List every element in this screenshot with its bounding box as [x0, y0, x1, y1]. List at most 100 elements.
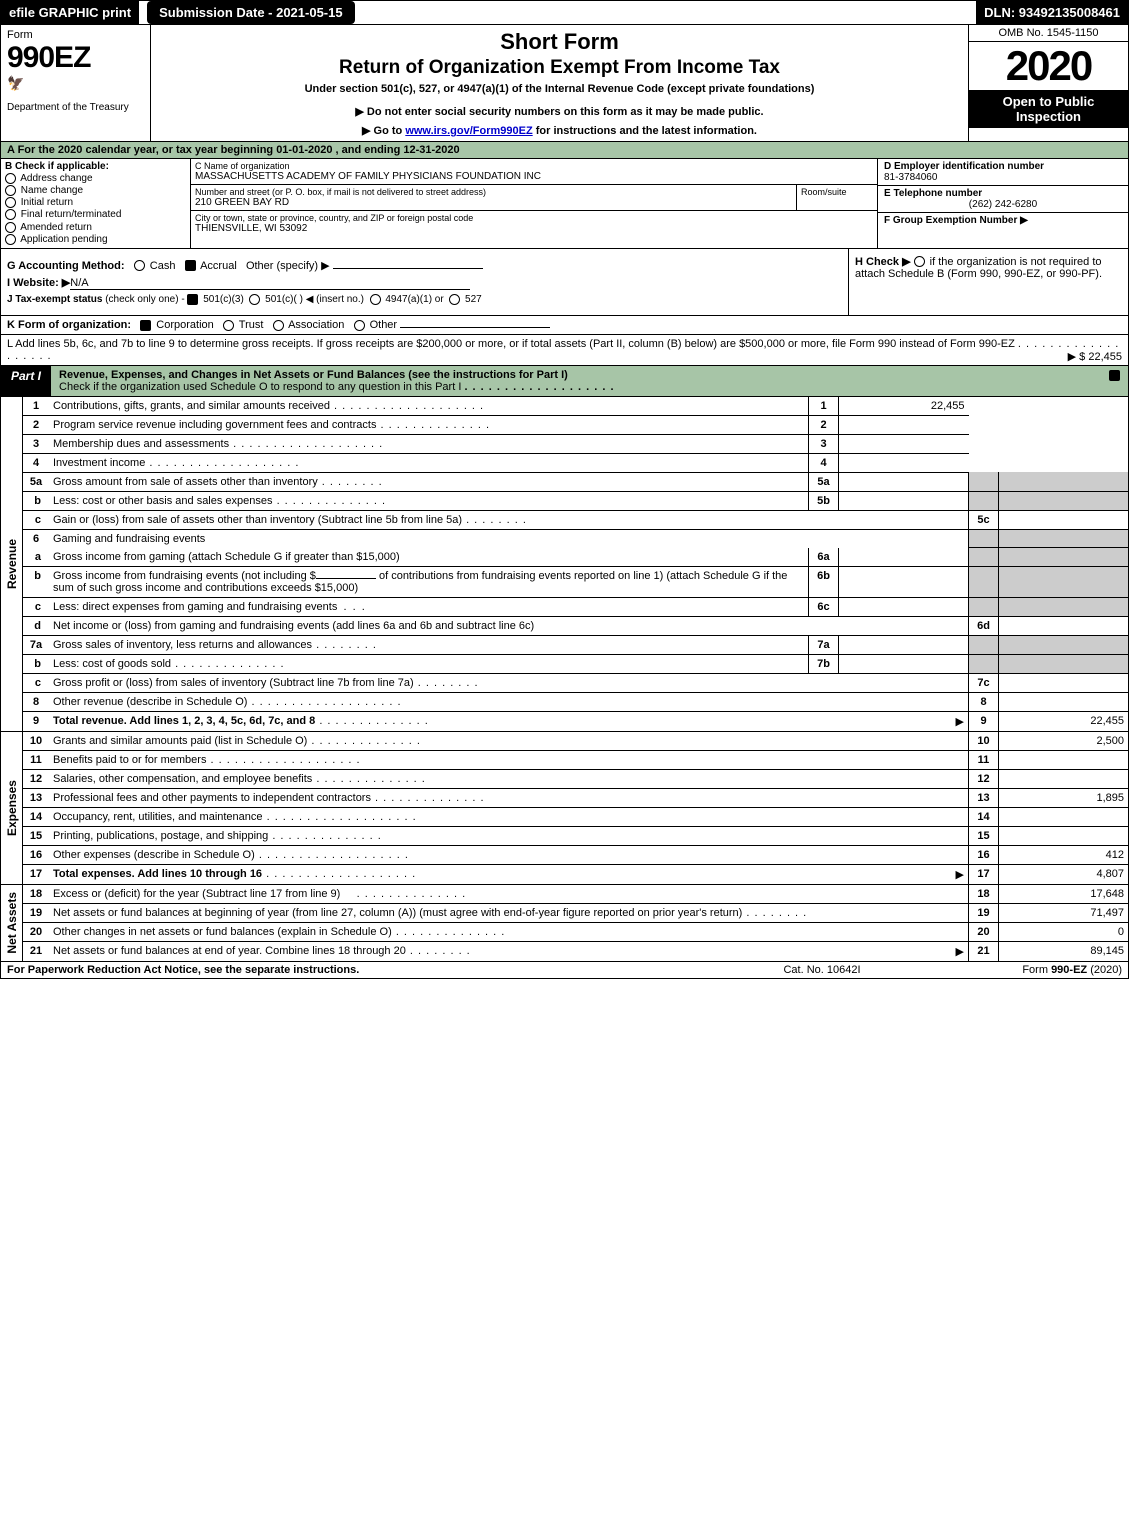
amt-18: 17,648 [999, 885, 1129, 904]
section-b: B Check if applicable: Address change Na… [1, 159, 191, 248]
addr-value: 210 GREEN BAY RD [195, 197, 792, 208]
row-a-period: A For the 2020 calendar year, or tax yea… [0, 142, 1129, 159]
chk-assoc[interactable] [273, 320, 284, 331]
city-value: THIENSVILLE, WI 53092 [195, 223, 873, 234]
note2-pre: ▶ Go to [362, 125, 405, 137]
title-return: Return of Organization Exempt From Incom… [155, 57, 964, 79]
other-org-input[interactable] [400, 327, 550, 328]
chk-initial[interactable]: Initial return [5, 197, 186, 208]
info-section: B Check if applicable: Address change Na… [0, 159, 1129, 249]
chk-trust[interactable] [223, 320, 234, 331]
chk-527[interactable] [449, 294, 460, 305]
footer-form: Form 990-EZ (2020) [922, 964, 1122, 976]
header-right: OMB No. 1545-1150 2020 Open to Public In… [968, 25, 1128, 141]
h-check: H Check ▶ [855, 256, 911, 268]
gji-left: G Accounting Method: Cash Accrual Other … [1, 249, 848, 315]
note-ssn: ▶ Do not enter social security numbers o… [155, 105, 964, 118]
line-l: L Add lines 5b, 6c, and 7b to line 9 to … [0, 335, 1129, 366]
part1-checkbox[interactable] [1103, 366, 1128, 396]
expenses-block: Expenses 10Grants and similar amounts pa… [0, 732, 1129, 885]
expenses-table: 10Grants and similar amounts paid (list … [23, 732, 1129, 885]
other-input[interactable] [333, 268, 483, 269]
org-name-cell: C Name of organization MASSACHUSETTS ACA… [191, 159, 877, 185]
part1-header: Part I Revenue, Expenses, and Changes in… [0, 366, 1129, 397]
note2-post: for instructions and the latest informat… [533, 125, 757, 137]
room-label: Room/suite [801, 187, 873, 197]
dept-label: Department of the Treasury [7, 102, 144, 113]
g-label: G Accounting Method: [7, 260, 125, 272]
amt-1: 22,455 [839, 397, 969, 416]
note-link: ▶ Go to www.irs.gov/Form990EZ for instru… [155, 124, 964, 137]
chk-4947[interactable] [370, 294, 381, 305]
top-bar: efile GRAPHIC print Submission Date - 20… [0, 0, 1129, 25]
city-cell: City or town, state or province, country… [191, 211, 877, 236]
g-h-i-j-row: G Accounting Method: Cash Accrual Other … [0, 249, 1129, 316]
footer-cat: Cat. No. 10642I [722, 964, 922, 976]
chk-address[interactable]: Address change [5, 173, 186, 184]
footer-left: For Paperwork Reduction Act Notice, see … [7, 964, 722, 976]
irs-link[interactable]: www.irs.gov/Form990EZ [405, 125, 532, 137]
revenue-block: Revenue 1Contributions, gifts, grants, a… [0, 397, 1129, 732]
form-number: 990EZ [7, 41, 144, 75]
amt-13: 1,895 [999, 788, 1129, 807]
group-cell: F Group Exemption Number ▶ [878, 213, 1128, 228]
header-left: Form 990EZ 🦅 Department of the Treasury [1, 25, 151, 141]
dln-label: DLN: 93492135008461 [976, 1, 1128, 24]
subtitle: Under section 501(c), 527, or 4947(a)(1)… [155, 83, 964, 95]
chk-final[interactable]: Final return/terminated [5, 209, 186, 220]
line-j: J Tax-exempt status (check only one) - 5… [7, 294, 842, 305]
amt-9: 22,455 [999, 711, 1129, 731]
ein-value: 81-3784060 [884, 172, 1122, 183]
section-d: D Employer identification number 81-3784… [878, 159, 1128, 248]
spacer [355, 1, 977, 24]
line-h: H Check ▶ if the organization is not req… [848, 249, 1128, 315]
chk-pending[interactable]: Application pending [5, 234, 186, 245]
l-amount: ▶ $ 22,455 [1068, 350, 1122, 363]
amt-19: 71,497 [999, 903, 1129, 922]
chk-corp[interactable] [140, 320, 151, 331]
expenses-vlabel: Expenses [1, 732, 23, 885]
form-header: Form 990EZ 🦅 Department of the Treasury … [0, 25, 1129, 142]
title-short-form: Short Form [155, 29, 964, 55]
efile-label[interactable]: efile GRAPHIC print [1, 1, 139, 24]
line-i: I Website: ▶N/A [7, 276, 842, 290]
amt-20: 0 [999, 922, 1129, 941]
tel-label: E Telephone number [884, 188, 1122, 199]
revenue-table: 1Contributions, gifts, grants, and simil… [23, 397, 1129, 732]
addr-cell: Number and street (or P. O. box, if mail… [191, 185, 797, 210]
l-text: L Add lines 5b, 6c, and 7b to line 9 to … [7, 338, 1015, 350]
submission-date: Submission Date - 2021-05-15 [147, 1, 355, 24]
chk-501c[interactable] [249, 294, 260, 305]
eagle-icon: 🦅 [7, 75, 144, 92]
addr-label: Number and street (or P. O. box, if mail… [195, 187, 792, 197]
header-middle: Short Form Return of Organization Exempt… [151, 25, 968, 141]
chk-amended[interactable]: Amended return [5, 222, 186, 233]
form-word: Form [7, 29, 144, 41]
chk-accrual[interactable] [185, 260, 196, 271]
page-footer: For Paperwork Reduction Act Notice, see … [0, 962, 1129, 979]
part1-check-text: Check if the organization used Schedule … [59, 381, 461, 393]
chk-cash[interactable] [134, 260, 145, 271]
addr-row: Number and street (or P. O. box, if mail… [191, 185, 877, 211]
omb-number: OMB No. 1545-1150 [969, 25, 1128, 42]
chk-name[interactable]: Name change [5, 185, 186, 196]
chk-h[interactable] [914, 256, 925, 267]
line-g: G Accounting Method: Cash Accrual Other … [7, 259, 842, 272]
part1-tag: Part I [1, 366, 51, 396]
netassets-table: 18Excess or (deficit) for the year (Subt… [23, 885, 1129, 962]
ein-cell: D Employer identification number 81-3784… [878, 159, 1128, 186]
netassets-vlabel: Net Assets [1, 885, 23, 962]
tax-year: 2020 [969, 42, 1128, 90]
amt-21: 89,145 [999, 941, 1129, 961]
tel-cell: E Telephone number (262) 242-6280 [878, 186, 1128, 213]
chk-501c3[interactable] [187, 294, 198, 305]
revenue-vlabel: Revenue [1, 397, 23, 732]
amt-10: 2,500 [999, 732, 1129, 751]
chk-other-org[interactable] [354, 320, 365, 331]
part1-title: Revenue, Expenses, and Changes in Net As… [51, 366, 1103, 396]
group-label: F Group Exemption Number ▶ [884, 215, 1122, 226]
org-name-label: C Name of organization [195, 161, 873, 171]
i-label: I Website: ▶ [7, 277, 70, 289]
open-public: Open to Public Inspection [969, 90, 1128, 128]
b-label: B Check if applicable: [5, 161, 186, 172]
